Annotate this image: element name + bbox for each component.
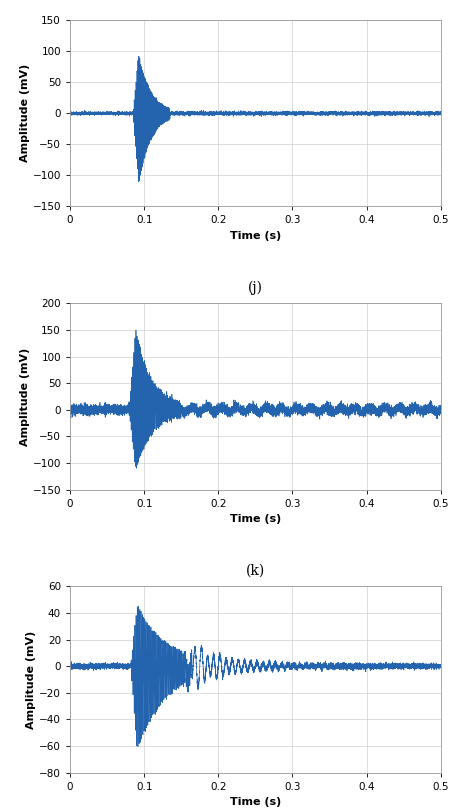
Y-axis label: Amplitude (mV): Amplitude (mV) [26,630,36,729]
X-axis label: Time (s): Time (s) [229,797,281,807]
X-axis label: Time (s): Time (s) [229,514,281,524]
X-axis label: Time (s): Time (s) [229,231,281,241]
Text: (k): (k) [245,564,264,578]
Text: (j): (j) [247,281,262,295]
Y-axis label: Amplitude (mV): Amplitude (mV) [20,64,30,163]
Y-axis label: Amplitude (mV): Amplitude (mV) [20,347,30,446]
